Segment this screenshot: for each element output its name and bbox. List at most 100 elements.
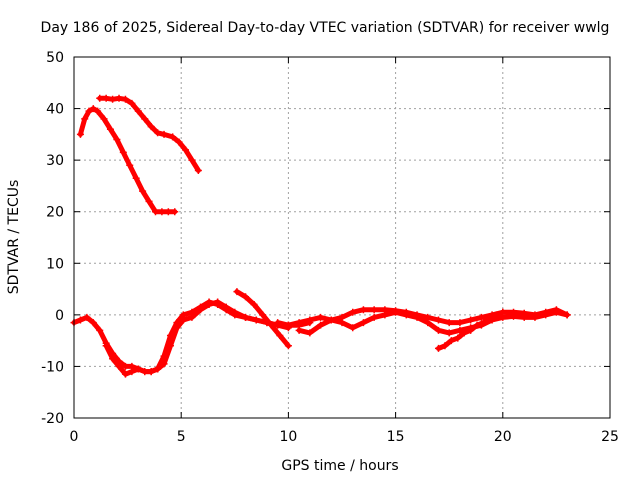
x-tick-label: 5 xyxy=(177,429,186,445)
data-point xyxy=(188,156,196,164)
x-tick-label: 0 xyxy=(70,429,79,445)
data-point xyxy=(480,319,488,327)
data-point xyxy=(259,311,267,319)
data-point xyxy=(306,316,314,324)
data-point xyxy=(205,301,213,309)
data-point xyxy=(434,326,442,334)
data-point xyxy=(196,306,204,314)
data-point xyxy=(467,326,475,334)
plot-frame xyxy=(73,56,611,419)
data-point xyxy=(158,208,166,216)
data-point xyxy=(231,308,239,316)
data-point xyxy=(413,313,421,321)
chart-title: Day 186 of 2025, Sidereal Day-to-day VTE… xyxy=(41,20,610,36)
data-point xyxy=(147,368,155,376)
data-point xyxy=(454,334,462,342)
data-point xyxy=(402,311,410,319)
series-layer xyxy=(70,94,571,378)
data-point xyxy=(113,136,121,144)
data-point xyxy=(242,313,250,321)
data-point xyxy=(370,306,378,314)
data-point xyxy=(274,319,282,327)
data-point xyxy=(456,326,464,334)
data-point xyxy=(151,208,159,216)
data-point xyxy=(499,308,507,316)
data-point xyxy=(434,344,442,352)
data-point xyxy=(106,125,114,133)
data-point xyxy=(381,311,389,319)
data-point xyxy=(94,107,102,115)
y-tick-label: 10 xyxy=(46,256,64,272)
data-point xyxy=(359,306,367,314)
data-point xyxy=(109,355,117,363)
data-point xyxy=(456,319,464,327)
data-point xyxy=(510,312,518,320)
x-tick-label: 25 xyxy=(601,429,619,445)
data-point xyxy=(441,342,449,350)
data-point xyxy=(338,319,346,327)
data-point xyxy=(306,329,314,337)
data-point xyxy=(119,148,127,156)
data-point xyxy=(531,313,539,321)
data-point xyxy=(317,313,325,321)
series-track-6 xyxy=(275,307,570,328)
data-point xyxy=(477,313,485,321)
y-tick-label: 20 xyxy=(46,205,64,221)
data-point xyxy=(102,94,110,102)
data-point xyxy=(154,129,162,137)
data-point xyxy=(188,313,196,321)
data-point xyxy=(492,311,500,319)
data-point xyxy=(424,319,432,327)
data-point xyxy=(563,311,571,319)
x-tick-label: 20 xyxy=(494,429,512,445)
data-point xyxy=(242,293,250,301)
data-point xyxy=(486,313,494,321)
data-point xyxy=(171,208,179,216)
data-point xyxy=(160,130,168,138)
data-point xyxy=(175,138,183,146)
data-point xyxy=(542,311,550,319)
x-tick-label: 15 xyxy=(387,429,405,445)
data-point xyxy=(81,115,89,123)
data-point xyxy=(169,133,177,141)
data-point xyxy=(109,95,117,103)
data-point xyxy=(460,329,468,337)
data-point xyxy=(128,99,136,107)
data-point xyxy=(121,362,129,370)
data-point xyxy=(284,342,292,350)
data-point xyxy=(154,365,162,373)
data-point xyxy=(115,94,123,102)
data-point xyxy=(134,365,142,373)
data-point xyxy=(194,166,202,174)
x-tick-label: 10 xyxy=(279,429,297,445)
data-point xyxy=(83,313,91,321)
data-point xyxy=(160,360,168,368)
data-point xyxy=(295,319,303,327)
data-point xyxy=(222,303,230,311)
data-point xyxy=(139,187,147,195)
data-point xyxy=(349,308,357,316)
data-point xyxy=(233,288,241,296)
data-point xyxy=(173,324,181,332)
data-point xyxy=(100,115,108,123)
data-point xyxy=(96,94,104,102)
data-point xyxy=(145,197,153,205)
data-point xyxy=(115,362,123,370)
x-axis-title: GPS time / hours xyxy=(281,458,398,474)
data-point xyxy=(520,313,528,321)
data-point xyxy=(179,316,187,324)
data-point xyxy=(317,321,325,329)
data-point xyxy=(164,208,172,216)
data-point xyxy=(267,321,275,329)
data-point xyxy=(467,316,475,324)
y-tick-label: -10 xyxy=(41,359,64,375)
data-point xyxy=(147,123,155,131)
data-point xyxy=(128,368,136,376)
data-point xyxy=(141,368,149,376)
data-point xyxy=(76,316,84,324)
data-point xyxy=(214,298,222,306)
y-axis-title: SDTVAR / TECUs xyxy=(6,180,22,295)
data-point xyxy=(447,337,455,345)
data-point xyxy=(327,316,335,324)
y-tick-label: 50 xyxy=(46,50,64,66)
